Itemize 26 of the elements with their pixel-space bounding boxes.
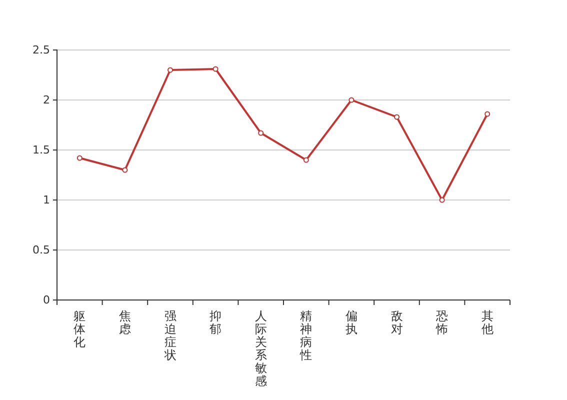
- y-tick-label: 2.5: [32, 44, 50, 57]
- x-tick-label: 焦虑: [118, 309, 131, 336]
- point: [348, 97, 354, 103]
- x-tick-label: 恐怖: [435, 309, 448, 336]
- x-tick-label: 其他: [481, 309, 494, 336]
- point: [303, 157, 309, 163]
- y-tick-label: 0: [43, 294, 50, 307]
- y-tick-label: 1.5: [32, 144, 50, 157]
- x-tick-label: 强迫症状: [163, 309, 176, 362]
- point: [394, 114, 400, 120]
- point: [122, 167, 128, 173]
- point: [212, 66, 218, 72]
- point: [439, 197, 445, 203]
- point: [76, 155, 82, 161]
- point: [167, 67, 174, 73]
- x-tick-label: 偏执: [345, 309, 358, 336]
- x-tick-label: 人际关系敏感: [254, 309, 267, 388]
- x-tick-label: 抑郁: [210, 309, 222, 336]
- y-tick-label: 2: [43, 94, 50, 107]
- x-tick-label: 躯体化: [74, 309, 86, 349]
- y-tick-label: 1: [43, 194, 50, 207]
- y-tick-label: 0.5: [32, 244, 50, 257]
- x-tick-label: 敌对: [390, 309, 403, 336]
- point: [484, 111, 490, 117]
- point: [258, 130, 264, 136]
- x-tick-label: 精神病性: [299, 309, 312, 362]
